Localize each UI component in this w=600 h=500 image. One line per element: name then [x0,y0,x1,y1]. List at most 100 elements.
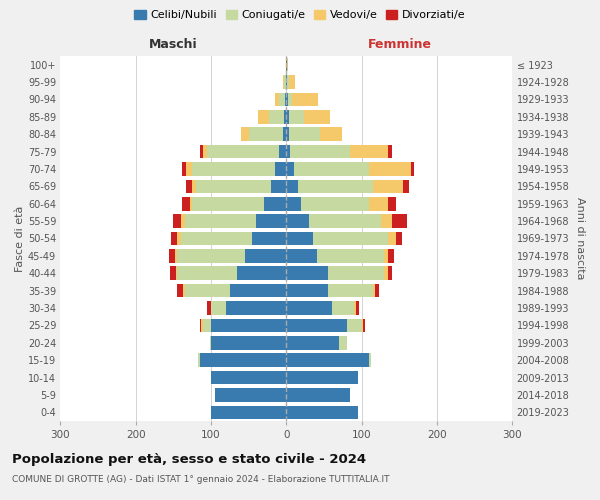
Bar [286,370,358,384]
Bar [283,128,286,141]
Bar [203,145,207,158]
Bar [284,110,286,124]
Bar [373,284,375,298]
Bar [286,180,298,193]
Bar [385,266,388,280]
Bar [286,92,288,106]
Bar [369,354,371,367]
Bar [181,214,185,228]
Legend: Celibi/Nubili, Coniugati/e, Vedovi/e, Divorziati/e: Celibi/Nubili, Coniugati/e, Vedovi/e, Di… [130,6,470,25]
Bar [286,110,289,124]
Bar [170,266,176,280]
Bar [286,197,301,210]
Text: Femmine: Femmine [367,38,431,51]
Bar [286,266,328,280]
Bar [283,76,284,89]
Bar [388,249,394,262]
Bar [264,197,286,210]
Bar [286,336,339,349]
Bar [286,214,309,228]
Bar [207,145,279,158]
Bar [286,232,313,245]
Bar [211,370,286,384]
Text: Popolazione per età, sesso e stato civile - 2024: Popolazione per età, sesso e stato civil… [12,452,366,466]
Bar [289,128,320,141]
Bar [328,284,373,298]
Bar [350,145,388,158]
Bar [269,110,284,124]
Bar [211,336,286,349]
Bar [226,301,286,315]
Bar [182,197,190,210]
Bar [279,92,285,106]
Bar [301,197,369,210]
Y-axis label: Anni di nascita: Anni di nascita [575,197,585,280]
Bar [175,249,177,262]
Bar [286,354,369,367]
Bar [332,301,354,315]
Bar [201,318,203,332]
Bar [215,388,286,402]
Bar [328,266,385,280]
Bar [209,336,211,349]
Bar [230,284,286,298]
Bar [186,162,192,175]
Bar [286,406,358,419]
Text: COMUNE DI GROTTE (AG) - Dati ISTAT 1° gennaio 2024 - Elaborazione TUTTITALIA.IT: COMUNE DI GROTTE (AG) - Dati ISTAT 1° ge… [12,475,389,484]
Bar [388,232,395,245]
Bar [256,214,286,228]
Bar [410,162,415,175]
Bar [200,354,286,367]
Y-axis label: Fasce di età: Fasce di età [15,206,25,272]
Bar [298,180,373,193]
Bar [363,318,365,332]
Bar [279,145,286,158]
Bar [288,92,292,106]
Bar [185,284,230,298]
Bar [176,266,177,280]
Bar [173,214,181,228]
Bar [198,354,200,367]
Bar [253,232,286,245]
Bar [286,145,290,158]
Bar [369,197,388,210]
Bar [290,145,350,158]
Bar [211,318,286,332]
Bar [375,284,379,298]
Bar [388,145,392,158]
Bar [186,180,192,193]
Bar [287,58,288,71]
Bar [200,145,203,158]
Bar [200,318,201,332]
Bar [181,232,253,245]
Bar [275,162,286,175]
Bar [292,92,318,106]
Bar [258,110,269,124]
Bar [192,180,196,193]
Bar [373,180,403,193]
Bar [294,162,369,175]
Bar [171,232,177,245]
Bar [177,266,238,280]
Bar [392,214,407,228]
Bar [286,318,347,332]
Bar [183,284,185,298]
Bar [289,110,304,124]
Bar [286,58,287,71]
Bar [192,197,264,210]
Bar [286,249,317,262]
Bar [313,232,388,245]
Bar [354,301,356,315]
Bar [369,162,410,175]
Bar [196,180,271,193]
Bar [177,284,183,298]
Bar [380,214,392,228]
Bar [309,214,380,228]
Bar [177,232,181,245]
Bar [347,318,362,332]
Bar [211,406,286,419]
Bar [289,76,295,89]
Bar [286,162,294,175]
Bar [317,249,385,262]
Bar [356,301,359,315]
